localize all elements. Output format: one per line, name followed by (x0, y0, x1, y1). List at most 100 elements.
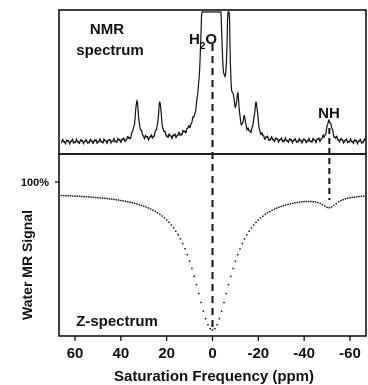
z-spectrum-point (149, 208, 152, 210)
z-spectrum-point (275, 207, 278, 210)
y-axis-label: Water MR Signal (19, 210, 35, 320)
z-spectrum-point (145, 206, 148, 208)
z-spectrum-point (115, 198, 118, 201)
z-spectrum-point (298, 201, 301, 204)
z-spectrum-point (333, 204, 335, 207)
z-spectrum-point (197, 292, 200, 295)
z-spectrum-point (218, 317, 221, 320)
x-axis-label: Saturation Frequency (ppm) (114, 368, 314, 385)
z-spectrum-point (250, 227, 253, 229)
z-spectrum-point (351, 196, 354, 199)
z-spectrum-point (252, 224, 255, 226)
z-spectrum-point (362, 195, 365, 198)
z-spectrum-point (117, 199, 120, 202)
x-tick-label: -40 (293, 345, 315, 362)
z-spectrum-point (181, 242, 184, 245)
z-spectrum-point (319, 202, 322, 205)
z-spectrum-point (92, 196, 95, 199)
z-spectrum-point (220, 310, 223, 312)
z-spectrum-point (232, 267, 235, 270)
nmr-spectrum-line (60, 11, 366, 146)
z-spectrum-point (172, 226, 175, 229)
z-spectrum-points (60, 194, 365, 331)
z-spectrum-point (195, 283, 198, 286)
z-spectrum-point (278, 206, 280, 209)
z-spectrum-point (113, 198, 115, 201)
z-spectrum-point (243, 238, 246, 240)
z-spectrum-point (284, 204, 287, 206)
z-spectrum-point (342, 198, 344, 201)
z-spectrum-point (156, 211, 159, 214)
z-spectrum-point (174, 230, 177, 233)
amide-peak-label: NH (318, 105, 340, 122)
z-spectrum-point (326, 206, 328, 209)
z-spectrum-point (94, 196, 97, 199)
z-spectrum-point (330, 206, 333, 208)
z-spectrum-point (147, 207, 150, 209)
z-spectrum-point (353, 196, 356, 199)
z-spectrum-point (138, 203, 141, 206)
z-spectrum-point (120, 199, 122, 202)
z-spectrum-point (101, 197, 104, 200)
y-tick-label: 100% (21, 177, 49, 189)
z-spectrum-point (209, 327, 212, 330)
z-spectrum-point (152, 209, 154, 212)
z-spectrum-point (184, 247, 186, 250)
z-spectrum-point (81, 195, 83, 198)
z-spectrum-point (110, 198, 113, 201)
z-spectrum-point (291, 202, 294, 205)
water-label-h: H (189, 31, 200, 48)
z-spectrum-point (349, 196, 351, 199)
z-spectrum-point (71, 195, 74, 197)
z-spectrum-point (67, 194, 70, 197)
z-spectrum-point (85, 195, 88, 198)
z-spectrum-point (355, 195, 358, 198)
z-spectrum-point (312, 200, 315, 203)
z-spectrum-point (255, 221, 257, 224)
z-spectrum-point (179, 238, 182, 240)
z-spectrum-point (259, 217, 262, 219)
z-spectrum-point (213, 327, 216, 330)
z-spectrum-point (273, 208, 276, 211)
z-spectrum-point (314, 201, 317, 203)
z-spectrum-point (294, 202, 296, 204)
z-spectrum-point (124, 200, 127, 203)
z-spectrum-point (317, 201, 319, 204)
z-spectrum-point (264, 213, 267, 216)
z-spectrum-point (280, 205, 283, 208)
z-spectrum-point (262, 215, 264, 218)
z-spectrum-label: Z-spectrum (76, 313, 158, 330)
z-spectrum-point (225, 292, 228, 295)
z-spectrum-point (108, 198, 111, 200)
z-spectrum-point (69, 195, 72, 197)
z-spectrum-point (282, 204, 285, 207)
z-spectrum-point (103, 197, 106, 200)
z-spectrum-point (133, 202, 136, 205)
z-spectrum-point (126, 200, 129, 203)
z-spectrum-point (161, 215, 164, 217)
y-axis-tick: 100% (21, 177, 59, 189)
nmr-label-line2: spectrum (76, 42, 144, 59)
guide-lines (211, 44, 331, 330)
water-peak-label: H2O (189, 31, 217, 52)
x-tick-label: 60 (67, 345, 84, 362)
z-spectrum-point (186, 253, 189, 256)
z-spectrum-point (236, 253, 239, 256)
z-spectrum-point (248, 230, 251, 233)
z-spectrum-point (266, 212, 269, 214)
z-spectrum-point (129, 201, 131, 204)
z-spectrum-point (136, 203, 138, 205)
z-spectrum-point (188, 260, 191, 263)
z-spectrum-point (131, 201, 134, 204)
z-spectrum-point (177, 233, 180, 236)
z-spectrum-point (207, 323, 209, 326)
z-spectrum-point (227, 283, 230, 286)
z-spectrum-point (323, 205, 326, 208)
z-spectrum-point (335, 202, 338, 205)
z-spectrum-point (234, 260, 237, 263)
z-spectrum-point (76, 195, 79, 198)
z-spectrum-point (257, 219, 260, 222)
z-spectrum-point (154, 210, 157, 213)
z-spectrum-point (358, 195, 360, 198)
z-spectrum-point (87, 196, 90, 198)
